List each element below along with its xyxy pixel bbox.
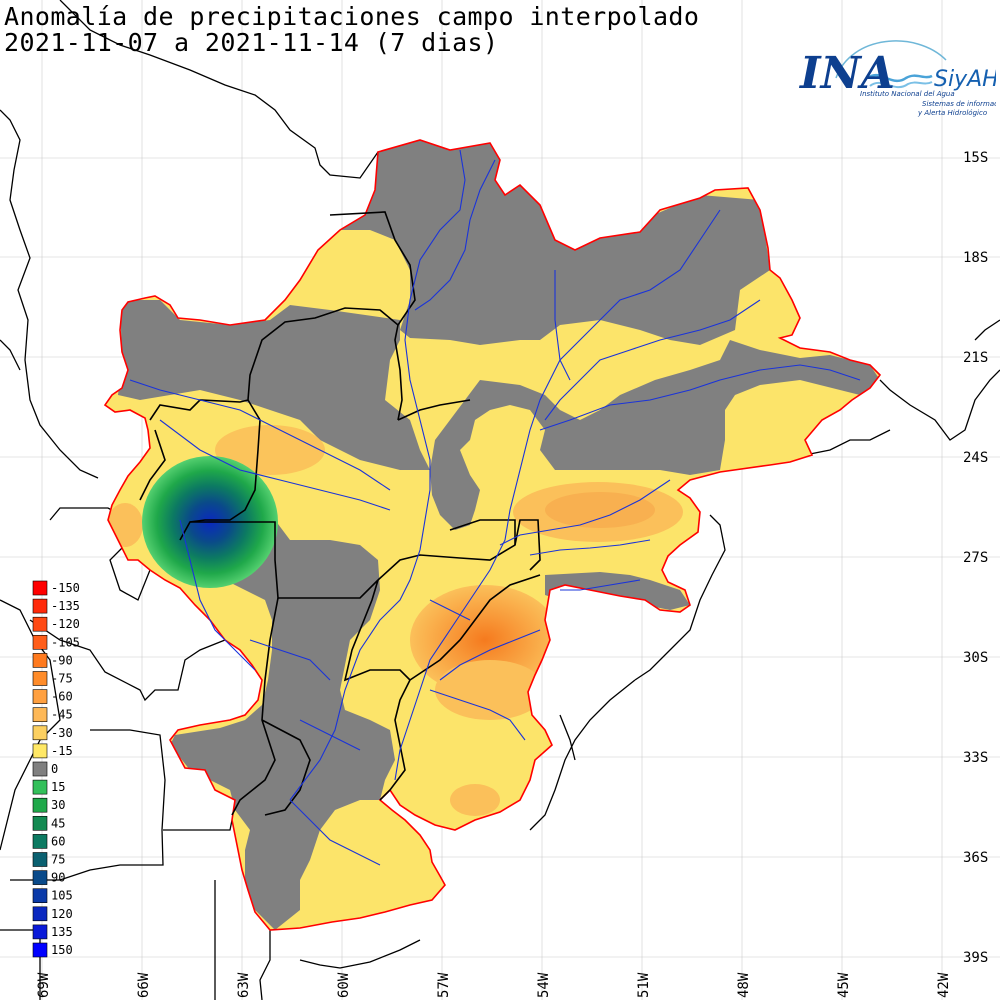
- legend-swatch: [33, 599, 47, 613]
- legend-swatch: [33, 653, 47, 667]
- legend-label: -60: [51, 690, 73, 704]
- legend-label: -135: [51, 599, 80, 613]
- legend-swatch: [33, 925, 47, 939]
- map-date-range: 2021-11-07 a 2021-11-14 (7 dias): [4, 30, 498, 56]
- legend-swatch: [33, 744, 47, 758]
- lon-label: 48W: [736, 972, 752, 998]
- legend-label: -150: [51, 581, 80, 595]
- legend-swatch: [33, 834, 47, 848]
- legend-swatch: [33, 635, 47, 649]
- legend-swatch: [33, 853, 47, 867]
- legend-label: -120: [51, 617, 80, 631]
- legend-label: 15: [51, 780, 65, 794]
- legend-label: 75: [51, 853, 65, 867]
- legend-label: -30: [51, 726, 73, 740]
- legend-label: 45: [51, 816, 65, 830]
- lon-label: 51W: [636, 972, 652, 998]
- legend-label: -105: [51, 635, 80, 649]
- lat-label: 15S: [963, 150, 988, 166]
- legend-label: 60: [51, 834, 65, 848]
- latitude-labels: 15S 18S 21S 24S 27S 30S 33S 36S 39S: [963, 150, 988, 966]
- legend-swatch: [33, 798, 47, 812]
- legend-label: 150: [51, 943, 73, 957]
- map-title: Anomalía de precipitaciones campo interp…: [4, 4, 699, 30]
- logo-institute-text: Instituto Nacional del Agua: [860, 90, 955, 98]
- lon-label: 60W: [336, 972, 352, 998]
- legend-swatch: [33, 762, 47, 776]
- lat-label: 33S: [963, 750, 988, 766]
- legend-swatch: [33, 617, 47, 631]
- legend-label: 105: [51, 889, 73, 903]
- logo-siyah-text: SiyAH: [934, 67, 996, 92]
- legend-swatch: [33, 581, 47, 595]
- legend-label: 30: [51, 798, 65, 812]
- legend-swatch: [33, 708, 47, 722]
- lat-label: 39S: [963, 950, 988, 966]
- lon-label: 66W: [136, 972, 152, 998]
- legend-label: -90: [51, 653, 73, 667]
- legend-swatch: [33, 726, 47, 740]
- lat-label: 24S: [963, 450, 988, 466]
- legend-label: 120: [51, 907, 73, 921]
- lon-label: 45W: [836, 972, 852, 998]
- legend-label: -45: [51, 708, 73, 722]
- lon-label: 57W: [436, 972, 452, 998]
- legend-swatch: [33, 889, 47, 903]
- lat-label: 30S: [963, 650, 988, 666]
- logo-system-text-2: y Alerta Hidrológico: [917, 109, 987, 117]
- legend-label: -75: [51, 672, 73, 686]
- longitude-labels: 69W 66W 63W 60W 57W 54W 51W 48W 45W 42W: [36, 972, 952, 998]
- ina-siyah-logo: INA SiyAH Instituto Nacional del Agua Si…: [796, 30, 996, 130]
- logo-system-text: Sistemas de información: [922, 100, 996, 108]
- lon-label: 69W: [36, 972, 52, 998]
- lon-label: 54W: [536, 972, 552, 998]
- legend-label: -15: [51, 744, 73, 758]
- lon-label: 42W: [936, 972, 952, 998]
- legend-swatch: [33, 907, 47, 921]
- legend-swatch: [33, 672, 47, 686]
- lat-label: 36S: [963, 850, 988, 866]
- legend-swatch: [33, 690, 47, 704]
- lon-label: 63W: [236, 972, 252, 998]
- legend-label: 90: [51, 871, 65, 885]
- legend-swatch: [33, 871, 47, 885]
- lat-label: 27S: [963, 550, 988, 566]
- legend-swatch: [33, 816, 47, 830]
- legend-label: 135: [51, 925, 73, 939]
- color-legend: -150-135-120-105-90-75-60-45-30-15015304…: [33, 581, 80, 957]
- legend-label: 0: [51, 762, 58, 776]
- lat-label: 21S: [963, 350, 988, 366]
- legend-swatch: [33, 943, 47, 957]
- legend-swatch: [33, 780, 47, 794]
- lat-label: 18S: [963, 250, 988, 266]
